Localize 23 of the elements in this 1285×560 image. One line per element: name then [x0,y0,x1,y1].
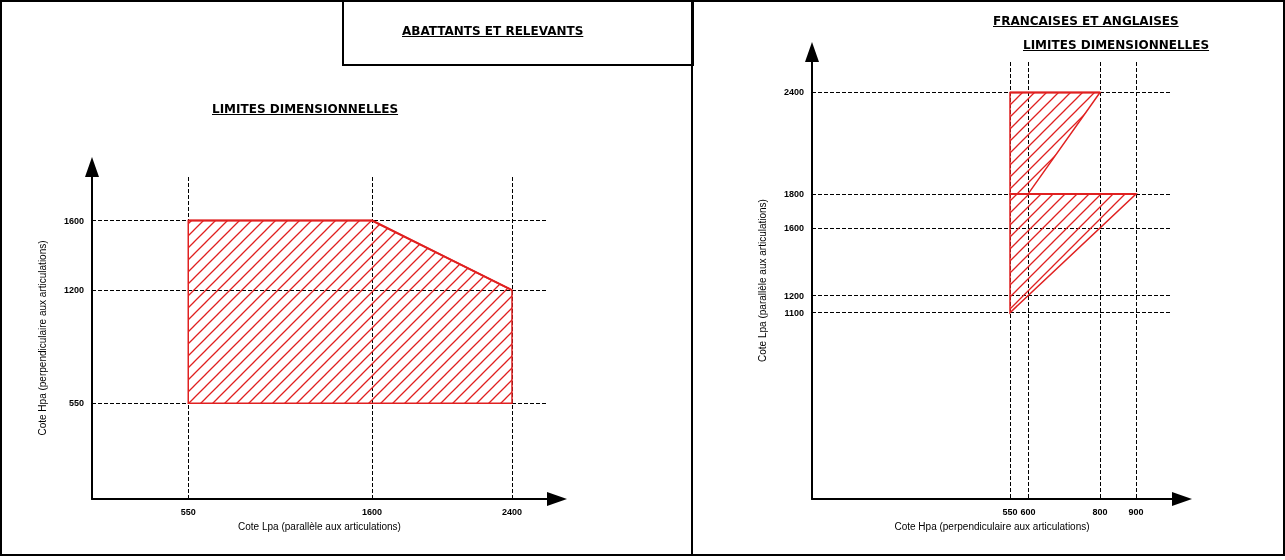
x-tick-label: 1600 [361,506,383,517]
y-tick-label: 550 [68,398,84,409]
x-tick-label: 550 [1002,506,1018,517]
x-axis-title: Cote Lpa (parallèle aux articulations) [238,520,401,532]
y-tick-label: 2400 [783,87,804,98]
chart-title: ABATTANTS ET RELEVANTS [402,24,584,38]
y-axis-title: Cote Hpa (perpendiculaire aux articulations) [36,240,48,436]
y-tick-label: 1600 [63,215,84,226]
y-tick-label: 1100 [784,307,804,318]
y-tick-label: 1200 [783,290,804,301]
x-axis-title: Cote Hpa (perpendiculaire aux articulations) [894,520,1090,532]
x-tick-label: 900 [1128,506,1144,517]
chart-title: FRANCAISES ET ANGLAISES [993,14,1179,28]
chart-subtitle: LIMITES DIMENSIONNELLES [212,102,399,116]
x-tick-label: 800 [1092,506,1108,517]
y-tick-label: 1800 [783,189,804,200]
y-tick-label: 1200 [63,285,84,296]
x-tick-label: 2400 [501,506,523,517]
y-tick-label: 1600 [783,222,804,233]
chart-subtitle: LIMITES DIMENSIONNELLES [1023,38,1210,52]
x-tick-label: 550 [180,506,196,517]
x-tick-label: 600 [1020,506,1036,517]
y-axis-title: Cote Lpa (parallèle aux articulations) [756,199,768,362]
